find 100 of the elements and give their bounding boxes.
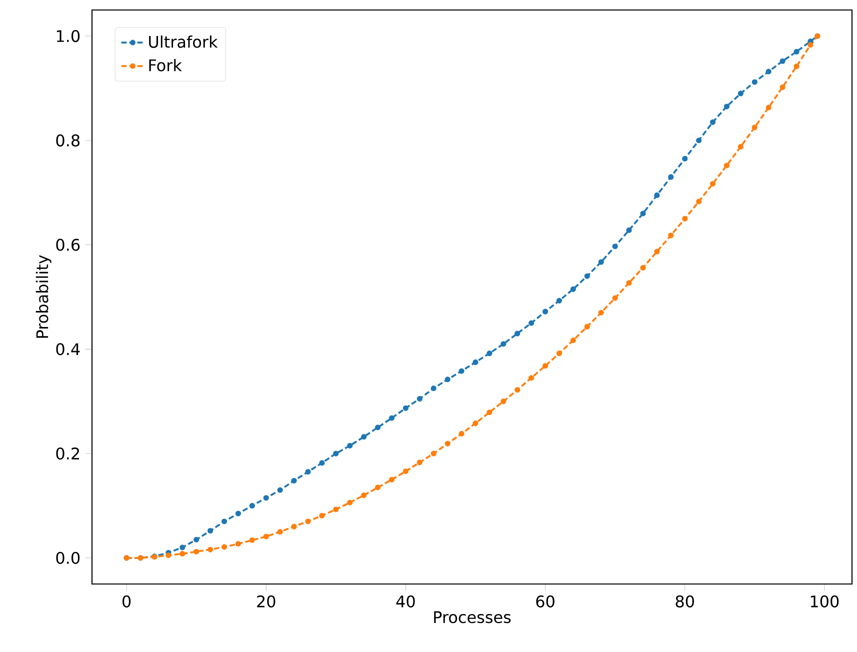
y-tick-label: 1.0 xyxy=(56,30,80,42)
point xyxy=(766,104,772,110)
x-tick-label: 100 xyxy=(810,595,839,608)
point xyxy=(416,460,422,466)
point xyxy=(249,537,255,543)
point xyxy=(472,359,478,366)
point xyxy=(780,84,786,90)
point xyxy=(570,337,576,344)
point xyxy=(291,478,297,484)
point xyxy=(556,298,562,304)
point xyxy=(598,259,604,265)
point xyxy=(166,552,172,558)
point xyxy=(207,528,214,534)
point xyxy=(263,495,269,501)
point xyxy=(710,119,716,125)
x-tick-label: 0 xyxy=(122,595,131,608)
point xyxy=(333,450,339,456)
point xyxy=(486,410,492,416)
point xyxy=(626,227,632,233)
point xyxy=(570,286,576,292)
point xyxy=(277,529,283,535)
y-tick-label: 0.0 xyxy=(56,552,80,564)
point xyxy=(194,536,200,542)
point xyxy=(402,468,409,474)
point xyxy=(640,264,646,271)
point xyxy=(640,210,646,216)
point xyxy=(710,180,716,187)
point xyxy=(528,320,534,326)
x-tick-label: 20 xyxy=(257,595,276,608)
x-axis-title: Processes xyxy=(434,611,511,624)
point xyxy=(430,450,436,456)
point xyxy=(682,156,688,162)
point xyxy=(277,487,283,493)
point xyxy=(486,350,492,356)
point xyxy=(180,550,186,557)
point xyxy=(612,295,618,301)
point xyxy=(291,524,297,530)
x-tick-label: 80 xyxy=(676,595,694,608)
point xyxy=(528,375,534,381)
x-tick-label: 40 xyxy=(396,595,415,608)
point xyxy=(319,460,325,466)
y-axis-title: Probability xyxy=(36,255,52,338)
point xyxy=(347,442,353,449)
point xyxy=(808,42,814,48)
point xyxy=(542,363,548,369)
point xyxy=(626,280,632,286)
point xyxy=(388,415,395,421)
point xyxy=(724,162,730,168)
point xyxy=(584,324,590,330)
y-tick-label: 0.8 xyxy=(56,134,80,146)
point xyxy=(780,58,786,64)
point xyxy=(249,502,255,509)
point xyxy=(402,405,409,411)
point xyxy=(333,506,339,512)
point xyxy=(374,424,381,430)
point xyxy=(752,79,758,85)
point xyxy=(194,548,200,554)
point xyxy=(388,476,395,482)
point xyxy=(794,64,800,70)
point xyxy=(472,420,478,426)
point xyxy=(180,544,186,550)
point xyxy=(235,541,242,547)
point xyxy=(430,386,436,392)
legend-label: Ultrafork xyxy=(149,35,218,48)
point xyxy=(514,330,520,336)
point xyxy=(668,174,674,180)
point xyxy=(724,104,730,110)
point xyxy=(458,430,464,437)
point xyxy=(263,534,269,540)
point xyxy=(556,350,562,356)
point xyxy=(374,484,381,490)
point xyxy=(235,510,242,516)
point xyxy=(584,273,590,279)
point xyxy=(361,492,367,498)
point xyxy=(738,90,744,96)
x-tick-label: 60 xyxy=(536,595,554,608)
point xyxy=(221,518,228,524)
y-tick-label: 0.6 xyxy=(56,238,80,251)
point xyxy=(305,518,311,524)
point xyxy=(766,68,772,74)
point xyxy=(444,376,450,382)
point xyxy=(221,544,228,550)
point xyxy=(500,398,506,404)
point xyxy=(444,440,450,446)
legend-label: Fork xyxy=(149,58,182,72)
point xyxy=(347,500,353,506)
point xyxy=(654,192,660,198)
point xyxy=(794,48,800,55)
y-tick-label: 0.2 xyxy=(56,447,80,460)
point xyxy=(416,396,422,402)
point xyxy=(500,341,506,347)
point xyxy=(598,310,604,316)
point xyxy=(305,468,311,475)
point xyxy=(542,308,548,314)
point xyxy=(514,387,520,393)
y-tick-label: 0.4 xyxy=(56,343,80,356)
point xyxy=(654,248,660,254)
point xyxy=(682,216,688,222)
point xyxy=(696,138,702,144)
point xyxy=(738,144,744,150)
